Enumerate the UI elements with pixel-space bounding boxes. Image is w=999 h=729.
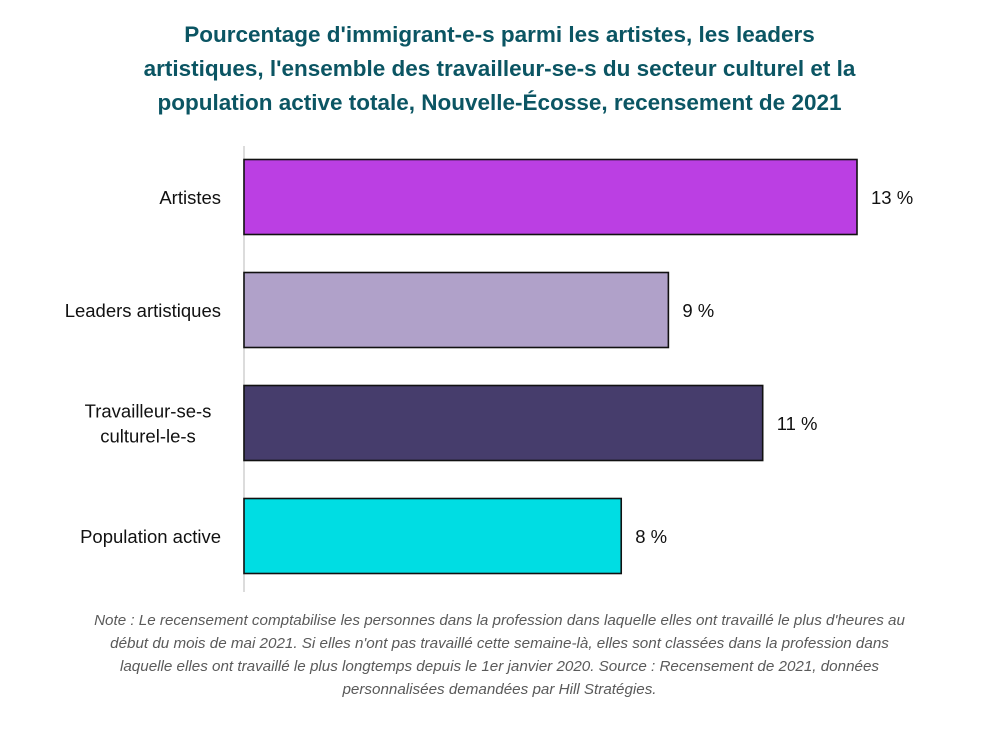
category-label: Travailleur-se-s culturel-le-s xyxy=(85,401,212,447)
bar xyxy=(243,384,764,462)
category-label-line: Leaders artistiques xyxy=(65,300,221,321)
category-label: Population active xyxy=(80,526,221,547)
chart-title-line: artistiques, l'ensemble des travailleur-… xyxy=(143,56,856,81)
chart-title-line: population active totale, Nouvelle-Écoss… xyxy=(157,90,842,115)
bar xyxy=(243,497,623,575)
category-label: Leaders artistiques xyxy=(65,300,221,321)
note-line: Note : Le recensement comptabilise les p… xyxy=(94,612,905,629)
category-label-line: Travailleur-se-s xyxy=(85,401,212,422)
chart-title-line: Pourcentage d'immigrant-e-s parmi les ar… xyxy=(184,22,815,47)
category-label-line: culturel-le-s xyxy=(100,426,196,447)
category-label: Artistes xyxy=(159,187,221,208)
note-line: laquelle elles ont travaillé le plus lon… xyxy=(119,658,879,675)
data-label: 13 % xyxy=(871,187,913,208)
bar xyxy=(243,271,670,349)
data-label: 9 % xyxy=(682,300,714,321)
category-label-line: Population active xyxy=(80,526,221,547)
category-label-line: Artistes xyxy=(159,187,221,208)
data-label: 8 % xyxy=(635,526,667,547)
note-line: personnalisées demandées par Hill Straté… xyxy=(342,681,657,698)
chart-title: Pourcentage d'immigrant-e-s parmi les ar… xyxy=(60,18,939,120)
data-label: 11 % xyxy=(777,413,818,434)
chart-note: Note : Le recensement comptabilise les p… xyxy=(10,609,989,701)
bars-group: 13 % Artistes 9 % Leaders artistiques 11 % Tr… xyxy=(65,158,913,575)
bar xyxy=(243,158,858,236)
note-line: début du mois de mai 2021. Si elles n'on… xyxy=(110,635,889,652)
